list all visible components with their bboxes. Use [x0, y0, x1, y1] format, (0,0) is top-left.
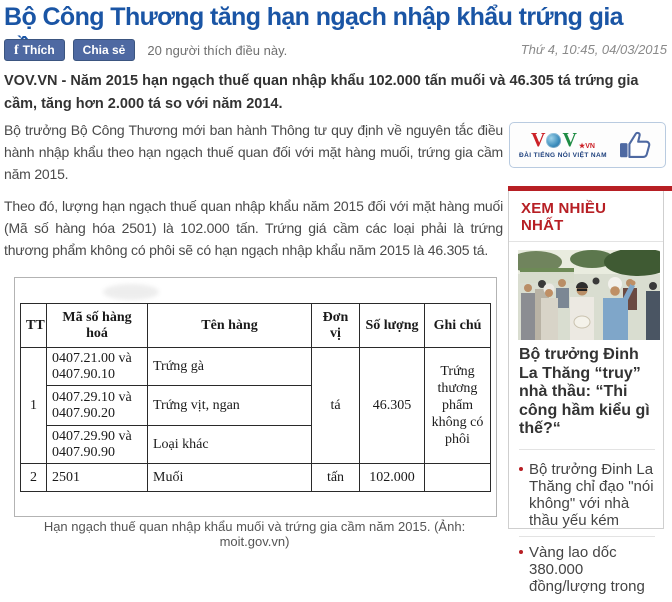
vov-globe-icon — [546, 132, 562, 148]
col-header: Đơn vị — [311, 303, 360, 348]
cell-code: 2501 — [46, 463, 148, 492]
vov-logo: V V ★VN ĐÀI TIẾNG NÓI VIỆT NAM — [519, 130, 607, 160]
cell-note — [424, 463, 491, 492]
social-row: f Thích Chia sẻ 20 người thích điều này. — [4, 39, 287, 61]
cell-unit: tấn — [311, 463, 360, 492]
facebook-share-button[interactable]: Chia sẻ — [72, 39, 136, 61]
list-item-title: Bộ trưởng Đinh La Thăng chỉ đạo "nói khô… — [529, 460, 654, 529]
table-row: 0407.29.10 và 0407.90.20 Trứng vịt, ngan — [21, 385, 491, 426]
vov-tagline: ĐÀI TIẾNG NÓI VIỆT NAM — [519, 152, 607, 160]
table-row: 0407.29.90 và 0407.90.90 Loại khác — [21, 425, 491, 464]
vov-vn-suffix: ★VN — [578, 143, 595, 151]
like-button-label: Thích — [22, 43, 55, 57]
cell-tt: 2 — [20, 463, 47, 492]
publish-datetime: Thứ 4, 10:45, 04/03/2015 — [520, 42, 667, 57]
cell-note: Trứng thương phẩm không có phôi — [424, 347, 491, 464]
featured-article-title[interactable]: Bộ trưởng Đinh La Thăng “truy” nhà thầu:… — [519, 346, 650, 437]
sidebar-accent-bar — [508, 186, 672, 191]
vov-logo-letter: V — [531, 129, 546, 152]
cell-quantity: 102.000 — [359, 463, 425, 492]
featured-article-photo[interactable] — [518, 250, 660, 340]
col-header: Tên hàng — [147, 303, 312, 348]
col-header: TT — [20, 303, 47, 348]
article-paragraph: Bộ trưởng Bộ Công Thương mới ban hành Th… — [4, 122, 503, 182]
most-viewed-box: XEM NHIỀU NHẤT Bộ trưởng Đinh La Thăng “… — [508, 191, 664, 595]
quota-table: TT Mã số hàng hoá Tên hàng Đơn vị Số lượ… — [20, 303, 491, 492]
table-header-row: TT Mã số hàng hoá Tên hàng Đơn vị Số lượ… — [20, 303, 491, 348]
col-header: Mã số hàng hoá — [46, 303, 148, 348]
bullet-icon — [519, 466, 523, 471]
cell-quantity: 46.305 — [359, 347, 425, 464]
share-button-label: Chia sẻ — [82, 43, 126, 57]
vov-facebook-widget[interactable]: V V ★VN ĐÀI TIẾNG NÓI VIỆT NAM — [509, 122, 666, 168]
figure-table-image: TT Mã số hàng hoá Tên hàng Đơn vị Số lượ… — [14, 277, 497, 517]
cell-tt: 1 — [20, 347, 47, 464]
cell-name: Muối — [147, 463, 312, 492]
cell-unit: tá — [311, 347, 360, 464]
most-viewed-title: XEM NHIỀU NHẤT — [509, 191, 663, 242]
vov-logo-letter: V — [562, 129, 577, 152]
cell-code: 0407.29.10 và 0407.90.20 — [46, 385, 148, 426]
watermark — [103, 284, 159, 300]
thumbs-up-icon[interactable] — [616, 129, 656, 161]
list-item[interactable]: Vàng lao dốc 380.000 đồng/lượng trong — [519, 535, 655, 602]
col-header: Ghi chú — [424, 303, 491, 348]
facebook-icon: f — [14, 42, 19, 58]
bullet-icon — [519, 549, 523, 554]
most-viewed-list: Bộ trưởng Đinh La Thăng chỉ đạo "nói khô… — [519, 448, 655, 602]
cell-name: Loại khác — [147, 425, 312, 464]
article-lead: VOV.VN - Năm 2015 hạn ngạch thuế quan nh… — [4, 73, 639, 112]
figure-caption: Hạn ngạch thuế quan nhập khẩu muối và tr… — [43, 519, 466, 549]
cell-code: 0407.29.90 và 0407.90.90 — [46, 425, 148, 464]
article-paragraph: Theo đó, lượng hạn ngạch thuế quan nhập … — [4, 198, 503, 258]
cell-name: Trứng gà — [147, 347, 312, 386]
cell-name: Trứng vịt, ngan — [147, 385, 312, 426]
table-row: 2 2501 Muối tấn 102.000 — [20, 463, 491, 492]
facebook-like-button[interactable]: f Thích — [4, 39, 65, 61]
cell-code: 0407.21.00 và 0407.90.10 — [46, 347, 148, 386]
table-row: 1 0407.21.00 và 0407.90.10 Trứng gà tá 4… — [20, 347, 491, 464]
list-item[interactable]: Bộ trưởng Đinh La Thăng chỉ đạo "nói khô… — [519, 454, 655, 536]
list-item-title: Vàng lao dốc 380.000 đồng/lượng trong — [529, 543, 645, 595]
col-header: Số lượng — [359, 303, 425, 348]
like-count-text: 20 người thích điều này. — [147, 42, 288, 58]
